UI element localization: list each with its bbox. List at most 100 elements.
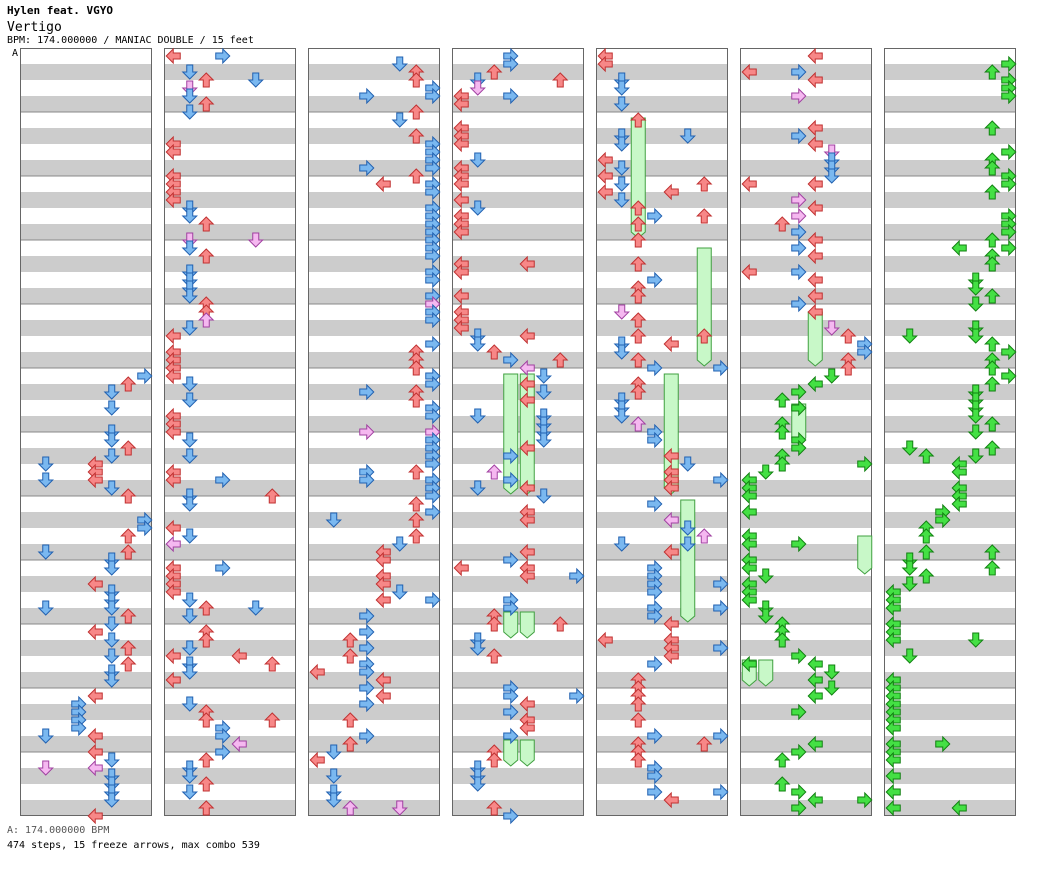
step-arrow	[741, 487, 757, 505]
step-arrow	[519, 695, 535, 713]
step-arrow	[807, 671, 823, 689]
step-arrow	[807, 687, 823, 705]
beat-band	[164, 96, 296, 112]
step-arrow	[247, 72, 264, 88]
step-arrow	[453, 223, 469, 241]
beat-band	[20, 256, 152, 272]
step-arrow	[375, 175, 391, 193]
step-arrow	[741, 559, 757, 577]
step-arrow	[503, 727, 519, 745]
step-arrow	[469, 640, 486, 656]
step-arrow	[823, 664, 840, 680]
step-arrow	[519, 375, 535, 393]
step-arrow	[857, 791, 873, 809]
step-arrow	[967, 328, 984, 344]
step-arrow	[359, 87, 375, 105]
beat-band	[596, 288, 728, 304]
step-arrow	[375, 671, 391, 689]
step-arrow	[951, 495, 967, 513]
step-arrow	[103, 448, 120, 464]
freeze-arrow	[503, 739, 519, 767]
step-arrow	[885, 751, 901, 769]
step-arrow	[901, 328, 918, 344]
beat-band	[884, 576, 1016, 592]
step-arrow	[503, 687, 519, 705]
step-arrow	[647, 727, 663, 745]
beat-band	[20, 640, 152, 656]
beat-band	[308, 96, 440, 112]
beat-band	[20, 288, 152, 304]
step-arrow	[37, 760, 54, 776]
beat-band	[596, 704, 728, 720]
step-arrow	[791, 743, 807, 761]
beat-band	[308, 768, 440, 784]
freeze-arrow	[680, 499, 696, 623]
step-arrow	[901, 560, 918, 576]
step-arrow	[165, 367, 181, 385]
beat-band	[740, 544, 872, 560]
step-arrow	[181, 64, 198, 80]
step-arrow	[519, 439, 535, 457]
step-arrow	[696, 208, 713, 224]
beat-band	[884, 544, 1016, 560]
step-arrow	[198, 800, 215, 816]
step-arrow	[713, 471, 729, 489]
step-arrow	[807, 231, 823, 249]
step-arrow	[165, 671, 181, 689]
step-arrow	[647, 655, 663, 673]
step-arrow	[741, 263, 757, 281]
beat-band	[884, 224, 1016, 240]
step-arrow	[425, 375, 441, 393]
step-arrow	[87, 575, 103, 593]
step-arrow	[791, 295, 807, 313]
beat-band	[596, 384, 728, 400]
step-arrow	[1001, 223, 1017, 241]
beat-band	[740, 160, 872, 176]
chart-column-border	[164, 48, 296, 816]
step-arrow	[885, 719, 901, 737]
step-arrow	[425, 183, 441, 201]
beat-band	[452, 160, 584, 176]
step-arrow	[486, 800, 503, 816]
step-arrow	[774, 392, 791, 408]
step-arrow	[120, 528, 137, 544]
step-arrow	[181, 768, 198, 784]
step-arrow	[552, 352, 569, 368]
beat-band	[20, 480, 152, 496]
step-arrow	[984, 560, 1001, 576]
step-arrow	[375, 591, 391, 609]
beat-band	[452, 256, 584, 272]
step-arrow	[791, 383, 807, 401]
freeze-arrow	[696, 247, 712, 367]
step-arrow	[165, 583, 181, 601]
beat-band	[596, 128, 728, 144]
beat-band	[20, 192, 152, 208]
step-arrow	[247, 600, 264, 616]
beat-band	[308, 576, 440, 592]
step-arrow	[503, 599, 519, 617]
step-arrow	[613, 304, 630, 320]
step-arrow	[791, 399, 807, 417]
step-arrow	[181, 376, 198, 392]
step-arrow	[713, 359, 729, 377]
step-arrow	[181, 528, 198, 544]
step-arrow	[215, 471, 231, 489]
step-arrow	[663, 479, 679, 497]
beat-band	[308, 192, 440, 208]
step-arrow	[918, 544, 935, 560]
beat-band	[596, 224, 728, 240]
step-arrow	[774, 776, 791, 792]
beat-band	[452, 224, 584, 240]
step-arrow	[984, 120, 1001, 136]
step-arrow	[391, 536, 408, 552]
step-arrow	[408, 128, 425, 144]
step-arrow	[519, 479, 535, 497]
step-arrow	[103, 792, 120, 808]
step-arrow	[807, 71, 823, 89]
step-arrow	[774, 456, 791, 472]
step-stats: 474 steps, 15 freeze arrows, max combo 5…	[7, 840, 260, 851]
step-arrow	[630, 216, 647, 232]
beat-band	[884, 448, 1016, 464]
step-arrow	[453, 135, 469, 153]
step-arrow	[791, 439, 807, 457]
